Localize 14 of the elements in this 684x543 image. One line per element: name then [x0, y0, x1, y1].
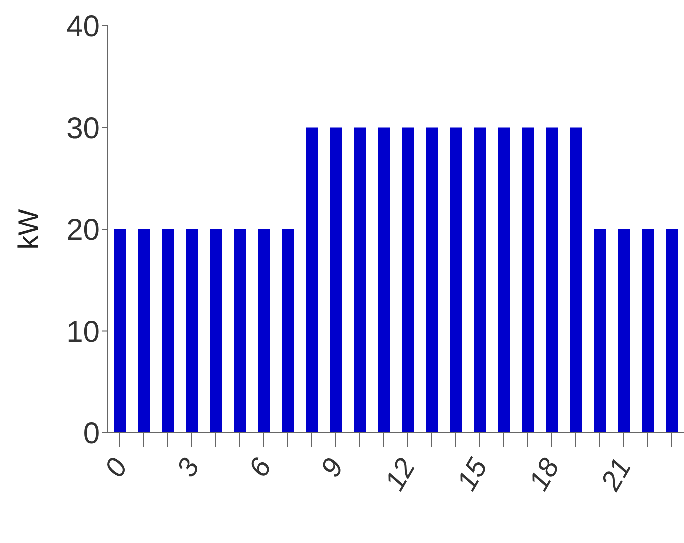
x-tick-label: 15	[451, 452, 494, 496]
x-tick-label: 18	[523, 452, 566, 496]
x-tick-label: 3	[170, 452, 206, 482]
x-tick-label: 12	[379, 452, 422, 496]
y-tick-label: 10	[66, 316, 100, 349]
y-tick-label: 30	[66, 112, 100, 146]
x-tick-label: 9	[314, 453, 350, 482]
y-axis-title: kW	[12, 208, 44, 250]
x-tick-label: 21	[594, 453, 638, 497]
y-tick-label: 40	[66, 10, 100, 44]
x-tick-label: 0	[98, 452, 134, 482]
y-tick-label: 20	[66, 214, 100, 248]
x-tick-label: 6	[242, 452, 278, 482]
y-tick-label: 0	[83, 418, 100, 451]
